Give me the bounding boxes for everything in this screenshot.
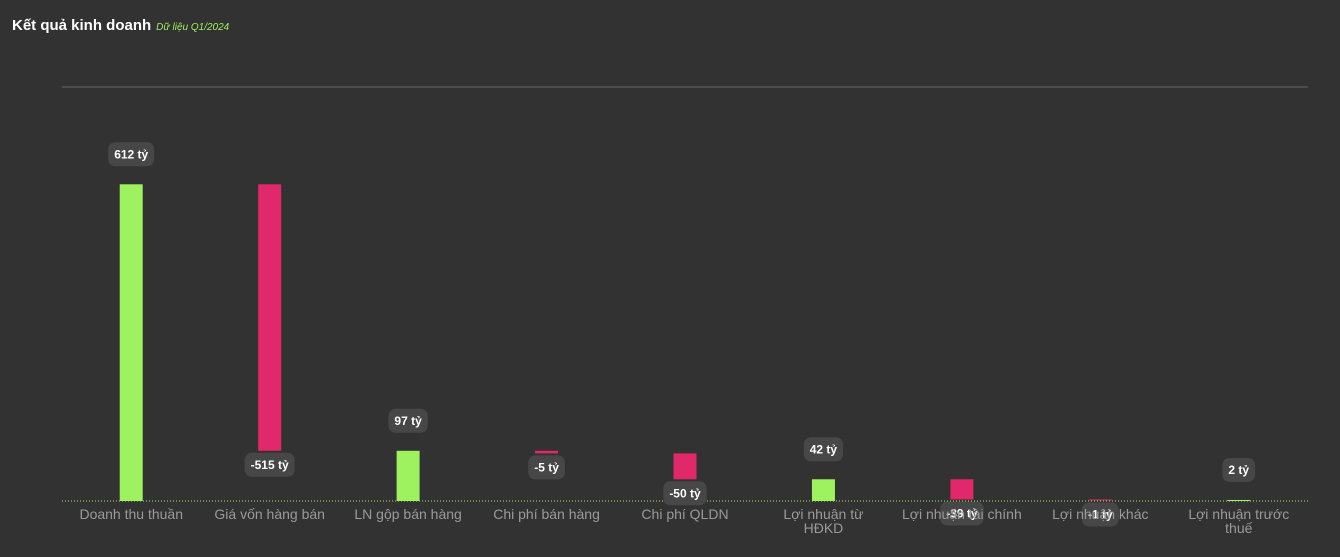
x-tick-label: Lợi nhuận tài chính <box>902 506 1022 522</box>
value-label-box <box>1222 457 1256 482</box>
bar <box>1088 499 1112 501</box>
value-label-box <box>388 408 428 433</box>
value-label-text: -50 tỷ <box>669 486 701 500</box>
value-label-text: -1 tỷ <box>1088 508 1113 522</box>
value-label: -5 tỷ <box>528 455 565 480</box>
value-label-text: 2 tỷ <box>1228 463 1249 477</box>
bar <box>119 184 143 502</box>
value-label: 42 tỷ <box>803 437 844 462</box>
bar <box>258 184 282 451</box>
value-label: -39 tỷ <box>940 501 984 526</box>
value-label: 2 tỷ <box>1222 457 1256 482</box>
value-label: -515 tỷ <box>244 452 295 477</box>
chart-subtitle: Dữ liệu Q1/2024 <box>156 22 229 33</box>
value-label-box <box>108 142 155 167</box>
x-tick-label: Chi phí QLDN <box>641 506 729 522</box>
x-tick-label: Doanh thu thuần <box>79 506 183 522</box>
bar <box>673 453 697 480</box>
value-label-text: 97 tỷ <box>394 414 422 428</box>
bar <box>950 479 974 500</box>
value-label-box <box>1081 502 1119 527</box>
x-tick-label: Lợi nhuận khác <box>1052 506 1149 522</box>
value-label-text: -5 tỷ <box>534 461 559 475</box>
value-label-box <box>803 437 844 462</box>
bar <box>396 450 420 501</box>
value-label-text: -39 tỷ <box>946 507 978 521</box>
x-tick-label: LN gộp bán hàng <box>354 506 462 522</box>
x-tick-label: Lợi nhuận trước thuế <box>1188 506 1290 536</box>
value-label: -50 tỷ <box>663 481 707 506</box>
bar <box>811 479 835 501</box>
x-tick-label: Lợi nhuận từ HĐKD <box>783 506 864 536</box>
value-label-box <box>663 481 707 506</box>
chart-title: Kết quả kinh doanh <box>12 17 151 34</box>
value-label-text: 612 tỷ <box>114 147 148 161</box>
bar <box>535 450 559 454</box>
value-label-box <box>528 455 565 480</box>
value-label: 97 tỷ <box>388 408 428 433</box>
value-label-text: 42 tỷ <box>810 442 838 456</box>
x-tick-label: Chi phí bán hàng <box>493 506 600 522</box>
bar <box>1227 499 1251 501</box>
value-label-box <box>244 452 295 477</box>
value-label: -1 tỷ <box>1081 502 1119 527</box>
value-label-box <box>940 501 984 526</box>
value-label: 612 tỷ <box>108 142 155 167</box>
x-tick-label: Giá vốn hàng bán <box>214 506 325 522</box>
value-label-text: -515 tỷ <box>251 458 289 472</box>
